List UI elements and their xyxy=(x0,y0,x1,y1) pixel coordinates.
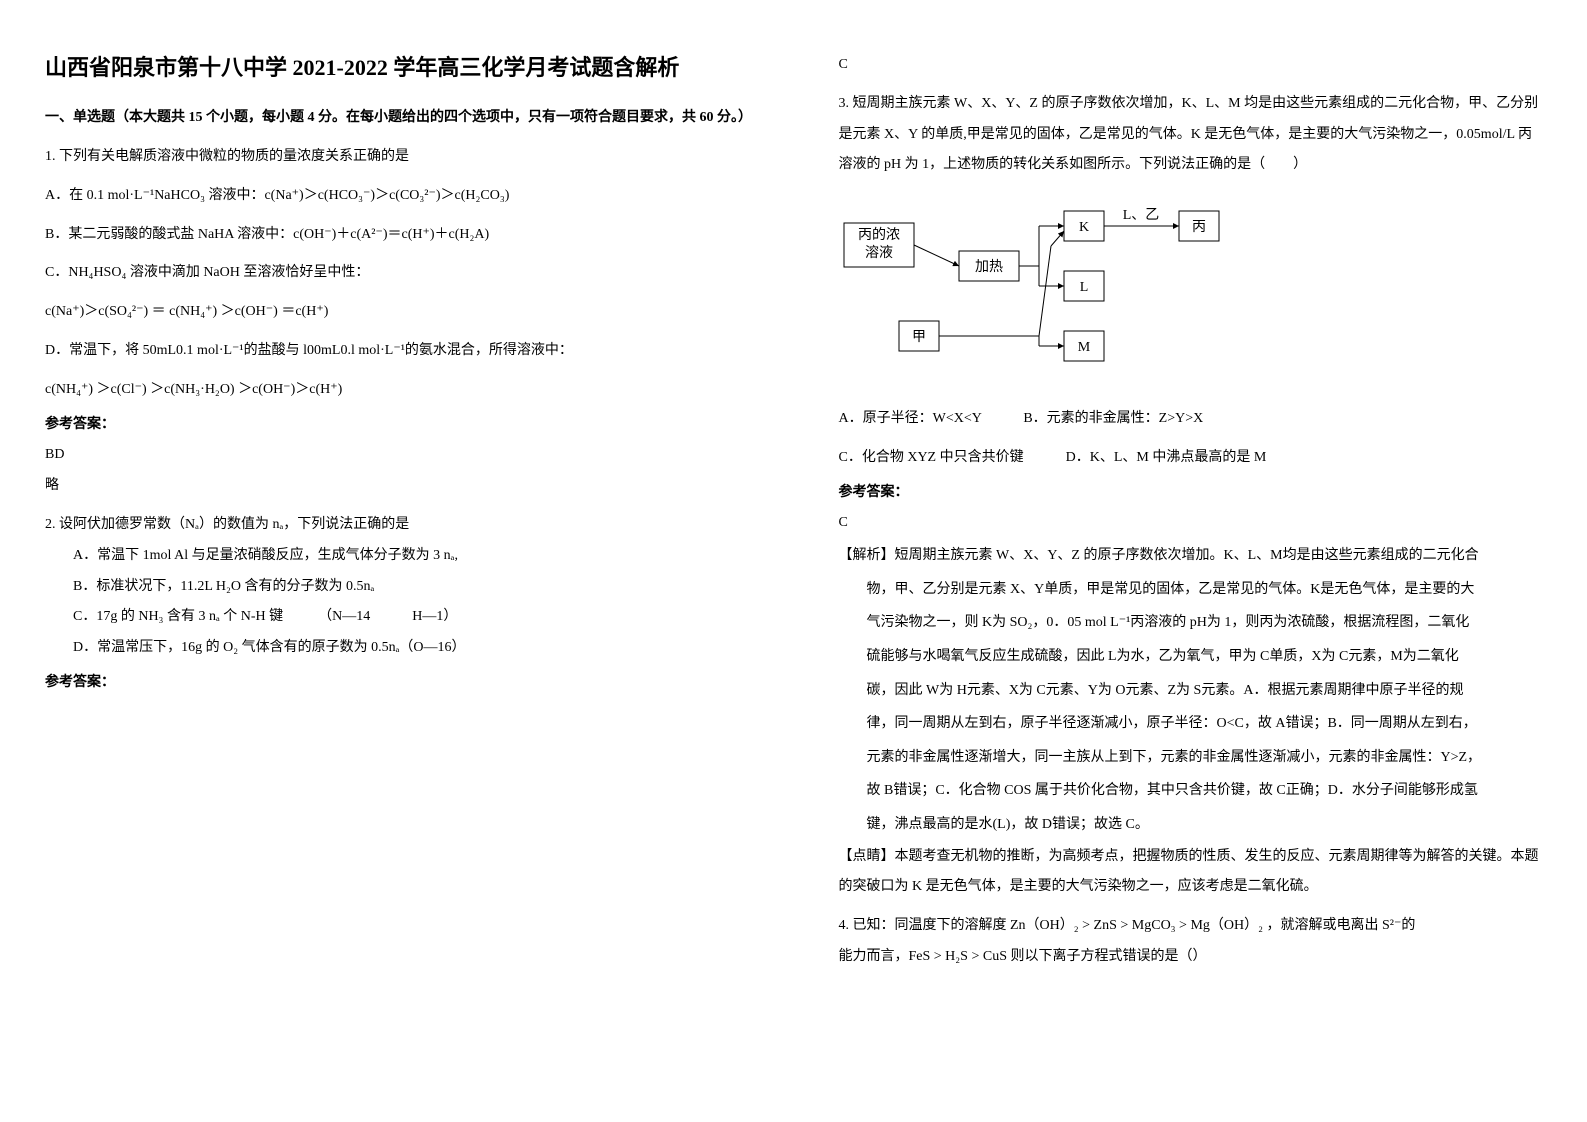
q2-option-d: D．常温常压下，16g 的 O₂ 气体含有的原子数为 0.5nₐ（O—16） xyxy=(45,633,749,664)
dg-bing: 丙 xyxy=(1192,220,1206,235)
q1-stem: 1. 下列有关电解质溶液中微粒的物质的量浓度关系正确的是 xyxy=(45,142,749,173)
q2-option-a: A．常温下 1mol Al 与足量浓硝酸反应，生成气体分子数为 3 nₐ, xyxy=(45,541,749,572)
q1-option-d: D．常温下，将 50mL0.1 mol·L⁻¹的盐酸与 l00mL0.l mol… xyxy=(45,336,749,367)
q1-lue: 略 xyxy=(45,471,749,502)
q2-option-c: C．17g 的 NH₃ 含有 3 nₐ 个 N-H 键 （N—14 H—1） xyxy=(45,602,749,633)
jx-line: 律，同一周期从左到右，原子半径逐渐减小，原子半径：O<C，故 A错误；B．同一周… xyxy=(839,707,1543,741)
q1-option-a: A．在 0.1 mol·L⁻¹NaHCO₃ 溶液中：c(Na⁺)＞c(HCO₃⁻… xyxy=(45,181,749,212)
jx-line: 【解析】短周期主族元素 W、X、Y、Z 的原子序数依次增加。K、L、M均是由这些… xyxy=(839,539,1543,573)
q3-diagram: 丙的浓 溶液 加热 K L、乙 丙 L 甲 M xyxy=(839,191,1543,394)
q1-option-b: B．某二元弱酸的酸式盐 NaHA 溶液中：c(OH⁻)＋c(A²⁻)＝c(H⁺)… xyxy=(45,220,749,251)
dg-m: M xyxy=(1077,340,1090,355)
q1-option-d2: c(NH₄⁺) ＞c(Cl⁻) ＞c(NH₃·H₂O) ＞c(OH⁻)＞c(H⁺… xyxy=(45,375,749,406)
q3-analysis: 【解析】短周期主族元素 W、X、Y、Z 的原子序数依次增加。K、L、M均是由这些… xyxy=(839,539,1543,841)
q2-ref-label: 参考答案： xyxy=(45,668,749,699)
dg-l-yi: L、乙 xyxy=(1122,207,1159,223)
q3-answer: C xyxy=(839,508,1543,539)
left-column: 山西省阳泉市第十八中学 2021-2022 学年高三化学月考试题含解析 一、单选… xyxy=(0,0,794,1122)
dg-jia: 甲 xyxy=(912,330,926,345)
q4-line2: 能力而言，FeS > H₂S > CuS 则以下离子方程式错误的是（） xyxy=(839,942,1543,973)
jx-line: 物，甲、乙分别是元素 X、Y单质，甲是常见的固体，乙是常见的气体。K是无色气体，… xyxy=(839,573,1543,607)
q1-option-c: C．NH₄HSO₄ 溶液中滴加 NaOH 至溶液恰好呈中性： xyxy=(45,258,749,289)
q3-dianjing: 【点睛】本题考查无机物的推断，为高频考点，把握物质的性质、发生的反应、元素周期律… xyxy=(839,842,1543,904)
dg-l: L xyxy=(1079,280,1088,295)
jx-line: 碳，因此 W为 H元素、X为 C元素、Y为 O元素、Z为 S元素。A．根据元素周… xyxy=(839,674,1543,708)
q3-ref-label: 参考答案： xyxy=(839,478,1543,509)
jx-line: 键，沸点最高的是水(L)，故 D错误；故选 C。 xyxy=(839,808,1543,842)
jx-line: 气污染物之一，则 K为 SO₂，0．05 mol L⁻¹丙溶液的 pH为 1，则… xyxy=(839,606,1543,640)
q1-ref-label: 参考答案： xyxy=(45,410,749,441)
q1-option-c2: c(Na⁺)＞c(SO₄²⁻) ＝ c(NH₄⁺) ＞c(OH⁻) ＝c(H⁺) xyxy=(45,297,749,328)
jx-line: 元素的非金属性逐渐增大，同一主族从上到下，元素的非金属性逐渐减小，元素的非金属性… xyxy=(839,741,1543,775)
section-head: 一、单选题（本大题共 15 个小题，每小题 4 分。在每小题给出的四个选项中，只… xyxy=(45,103,749,134)
q3-options-cd: C．化合物 XYZ 中只含共价键 D．K、L、M 中沸点最高的是 M xyxy=(839,443,1543,474)
q2-stem: 2. 设阿伏加德罗常数（Nₐ）的数值为 nₐ，下列说法正确的是 xyxy=(45,510,749,541)
q1-answer: BD xyxy=(45,440,749,471)
q4-line1: 4. 已知：同温度下的溶解度 Zn（OH）₂ > ZnS > MgCO₃ > M… xyxy=(839,911,1543,942)
q3-options-ab: A．原子半径：W<X<Y B．元素的非金属性：Z>Y>X xyxy=(839,404,1543,435)
q3-stem: 3. 短周期主族元素 W、X、Y、Z 的原子序数依次增加，K、L、M 均是由这些… xyxy=(839,89,1543,181)
right-column: C 3. 短周期主族元素 W、X、Y、Z 的原子序数依次增加，K、L、M 均是由… xyxy=(794,0,1587,1122)
dg-bing-sol1: 丙的浓 xyxy=(858,227,900,243)
dg-bing-sol2: 溶液 xyxy=(865,245,893,261)
exam-title: 山西省阳泉市第十八中学 2021-2022 学年高三化学月考试题含解析 xyxy=(45,50,749,85)
dg-k: K xyxy=(1078,220,1088,235)
q2-answer: C xyxy=(839,50,1543,81)
jx-line: 故 B错误；C．化合物 COS 属于共价化合物，其中只含共价键，故 C正确；D．… xyxy=(839,774,1543,808)
dg-heat: 加热 xyxy=(975,259,1003,275)
q2-option-b: B．标准状况下，11.2L H₂O 含有的分子数为 0.5nₐ xyxy=(45,572,749,603)
jx-line: 硫能够与水喝氧气反应生成硫酸，因此 L为水，乙为氧气，甲为 C单质，X为 C元素… xyxy=(839,640,1543,674)
